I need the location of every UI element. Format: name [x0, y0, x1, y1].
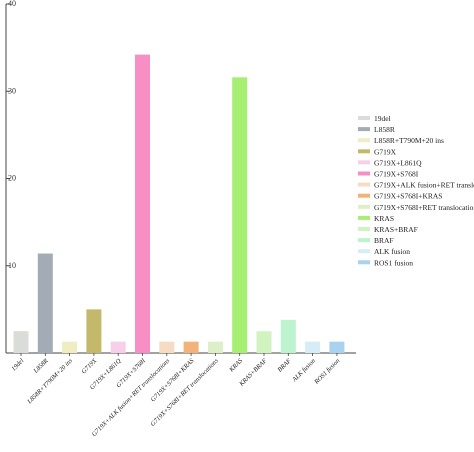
legend-label: ALK fusion	[374, 247, 410, 256]
axes: 10 20 30 40	[5, 0, 356, 356]
legend-item: G719X+S768I+KRAS	[358, 192, 442, 201]
bar-l858r-t790m-20-ins	[62, 341, 78, 353]
bar-braf	[280, 319, 296, 353]
legend-item: L858R+T790M+20 ins	[358, 136, 444, 145]
legend-item: 19del	[358, 114, 391, 123]
legend-label: G719X+S768I	[374, 170, 419, 179]
legend-swatch	[358, 227, 370, 231]
legend-item: BRAF	[358, 236, 394, 245]
legend-label: L858R+T790M+20 ins	[374, 136, 444, 145]
x-category-label: G719X	[80, 357, 99, 376]
legend-item: G719X+L861Q	[358, 158, 422, 167]
legend-label: G719X	[374, 147, 397, 156]
legend-swatch	[358, 138, 370, 143]
legend-swatch	[358, 116, 370, 120]
legend-item: G719X	[358, 147, 397, 156]
legend-label: KRAS+BRAF	[374, 225, 418, 234]
x-category-label: BRAF	[277, 357, 294, 374]
bar-g719x-alk-fusion-ret-translocations	[159, 341, 175, 353]
bar-kras	[232, 77, 248, 353]
legend-item: KRAS	[358, 214, 394, 223]
legend-label: ROS1 fusion	[374, 258, 413, 267]
bar-g719x-l861q	[110, 341, 126, 353]
bar-g719x-s768i-ret-translocations	[207, 341, 223, 353]
y-tick-label: 10	[8, 261, 16, 270]
legend-item: L858R	[358, 125, 395, 134]
bar-ros1-fusion	[329, 341, 345, 353]
y-tick-label: 20	[8, 174, 16, 183]
x-category-label: ROS1 fusion	[313, 357, 342, 386]
legend-item: ROS1 fusion	[358, 258, 413, 267]
legend-item: G719X+ALK fusion+RET translocations	[358, 181, 474, 190]
legend-label: G719X+S768I+RET translocations	[374, 203, 474, 212]
legend: 19del L858R L858R+T790M+20 ins G719X G719X+L…	[358, 114, 474, 267]
legend-swatch	[358, 127, 370, 132]
legend-swatch	[358, 260, 370, 265]
legend-item: KRAS+BRAF	[358, 225, 418, 234]
x-category-label: G719X+S768I+KRAS	[150, 357, 196, 403]
y-tick-label: 40	[8, 0, 16, 8]
bar-g719x-s768i-kras	[183, 341, 199, 353]
legend-swatch	[358, 249, 370, 254]
x-category-label: KRAS	[227, 357, 244, 374]
legend-swatch	[358, 160, 370, 165]
legend-label: G719X+ALK fusion+RET translocations	[374, 181, 474, 190]
legend-swatch	[358, 149, 370, 154]
legend-swatch	[358, 204, 370, 209]
bars	[13, 54, 345, 353]
legend-item: G719X+S768I	[358, 170, 419, 179]
legend-label: G719X+S768I+KRAS	[374, 192, 442, 201]
bar-l858r	[37, 253, 53, 353]
x-category-label: L858R+T790M+20 ins	[26, 357, 75, 406]
bar-g719x	[86, 309, 102, 353]
legend-swatch	[358, 215, 370, 220]
bar-g719x-s768i	[135, 54, 150, 353]
legend-label: L858R	[374, 125, 395, 134]
x-category-label: L858R	[32, 357, 50, 375]
x-category-label: 19del	[10, 357, 25, 372]
legend-label: 19del	[374, 114, 391, 123]
legend-item: ALK fusion	[358, 247, 410, 256]
legend-swatch	[358, 171, 370, 176]
bar-kras-braf	[256, 331, 272, 353]
legend-label: G719X+L861Q	[374, 158, 422, 167]
y-tick-label: 30	[8, 86, 16, 95]
bar-alk-fusion	[305, 341, 321, 353]
legend-label: BRAF	[374, 236, 394, 245]
legend-label: KRAS	[374, 214, 394, 223]
legend-swatch	[358, 193, 370, 198]
legend-swatch	[358, 182, 370, 187]
bar-19del	[13, 331, 29, 353]
legend-item: G719X+S768I+RET translocations	[358, 203, 474, 212]
legend-swatch	[358, 238, 370, 243]
